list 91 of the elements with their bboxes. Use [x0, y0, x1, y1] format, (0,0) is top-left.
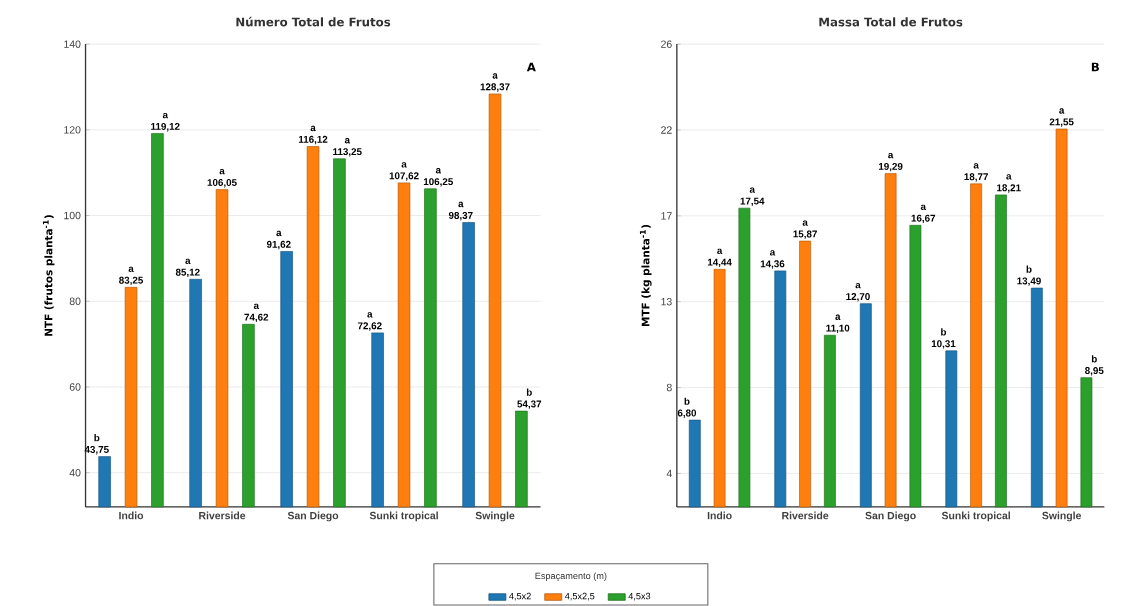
data-label: 15,87 [793, 230, 817, 239]
data-label: 14,44 [707, 258, 732, 267]
data-label: 72,62 [357, 322, 382, 331]
data-label: 13,49 [1017, 277, 1041, 286]
y-axis-title: MTF (kg planta$^{-1}$) [639, 224, 652, 326]
annotation: b [94, 433, 100, 442]
data-label: 54,37 [517, 400, 542, 409]
data-label: 85,12 [175, 268, 200, 277]
x-tick-label: Swingle [1042, 511, 1082, 522]
y-tick-label: 22 [661, 126, 672, 134]
annotation: a [253, 303, 260, 309]
y-axis-title: NTF (frutos planta$^{-1}$) [42, 215, 55, 336]
data-label: 113,25 [333, 147, 362, 157]
annotation: a [770, 250, 776, 256]
data-label: 18,21 [997, 184, 1021, 193]
y-tick-label: 60 [69, 383, 81, 391]
x-tick-label: Swingle [475, 511, 515, 522]
annotation: b [684, 397, 690, 405]
annotation: a [835, 314, 841, 320]
legend-label: 4,5x2 [509, 592, 531, 601]
annotation: a [162, 112, 169, 119]
x-tick-label: Riverside [782, 511, 829, 520]
annotation: a [401, 162, 407, 168]
y-tick-label: 4 [666, 469, 672, 477]
annotation: a [1006, 174, 1012, 180]
data-label: 128,37 [480, 83, 510, 92]
data-label: 107,62 [389, 172, 419, 181]
annotation: b [1026, 265, 1032, 273]
annotation: a [888, 152, 894, 159]
data-label: 8,95 [1085, 366, 1104, 376]
data-label: 119,12 [151, 122, 180, 132]
annotation: a [367, 312, 373, 318]
y-tick-label: 140 [64, 40, 81, 48]
data-label: 17,54 [740, 197, 765, 206]
data-label: 91,62 [266, 240, 291, 250]
annotation: a [458, 201, 464, 208]
data-label: 116,12 [298, 135, 328, 145]
annotation: a [344, 137, 351, 144]
annotation: b [1091, 354, 1097, 363]
annotation: A [526, 62, 536, 71]
y-tick-label: 100 [64, 211, 81, 220]
data-label: 106,05 [207, 178, 237, 188]
annotation: a [717, 248, 723, 254]
x-tick-label: Indio [707, 511, 732, 520]
data-label: 106,25 [423, 177, 453, 187]
annotation: a [128, 266, 134, 272]
annotation: b [526, 388, 532, 396]
annotation: a [276, 230, 282, 236]
data-label: 74,62 [244, 313, 269, 322]
data-label: 19,29 [878, 162, 903, 172]
data-label: 6,80 [677, 409, 697, 418]
annotation: a [802, 220, 808, 226]
chart-title: Número Total de Frutos [236, 16, 391, 27]
x-tick-label: Sunki tropical [369, 511, 438, 522]
annotation: a [855, 282, 861, 289]
annotation: B [1091, 62, 1099, 71]
annotation: a [920, 204, 927, 210]
annotation: a [749, 187, 756, 193]
x-tick-label: Riverside [199, 511, 246, 520]
data-label: 98,37 [448, 211, 473, 221]
annotation: a [1059, 108, 1065, 114]
annotation: b [941, 328, 947, 336]
data-label: 11,10 [826, 324, 850, 333]
legend-label: 4,5x3 [628, 592, 651, 601]
y-tick-label: 26 [661, 40, 672, 48]
legend-label: 4,5x2,5 [564, 592, 595, 601]
y-tick-label: 17 [661, 212, 672, 220]
annotation: a [310, 125, 316, 131]
annotation: a [219, 168, 225, 175]
data-label: 18,77 [964, 173, 988, 182]
data-label: 14,36 [760, 260, 785, 269]
annotation: a [492, 73, 498, 79]
y-tick-label: 80 [69, 297, 81, 305]
annotation: a [435, 167, 442, 174]
data-label: 21,55 [1049, 118, 1074, 127]
y-tick-label: 40 [69, 468, 81, 477]
data-label: 16,67 [911, 214, 936, 223]
data-label: 10,31 [931, 340, 956, 349]
x-tick-label: Indio [119, 511, 144, 520]
data-label: 83,25 [119, 276, 144, 285]
y-tick-label: 120 [64, 125, 81, 134]
x-tick-label: Sunki tropical [941, 511, 1010, 522]
legend-title: Espaçamento (m) [535, 572, 607, 581]
x-tick-label: San Diego [865, 511, 916, 522]
x-tick-label: San Diego [287, 511, 339, 522]
annotation: a [973, 162, 979, 169]
annotation: a [185, 258, 191, 264]
y-tick-label: 8 [666, 383, 672, 392]
data-label: 12,70 [846, 292, 870, 302]
y-tick-label: 13 [661, 297, 672, 306]
chart-title: Massa Total de Frutos [819, 17, 963, 27]
